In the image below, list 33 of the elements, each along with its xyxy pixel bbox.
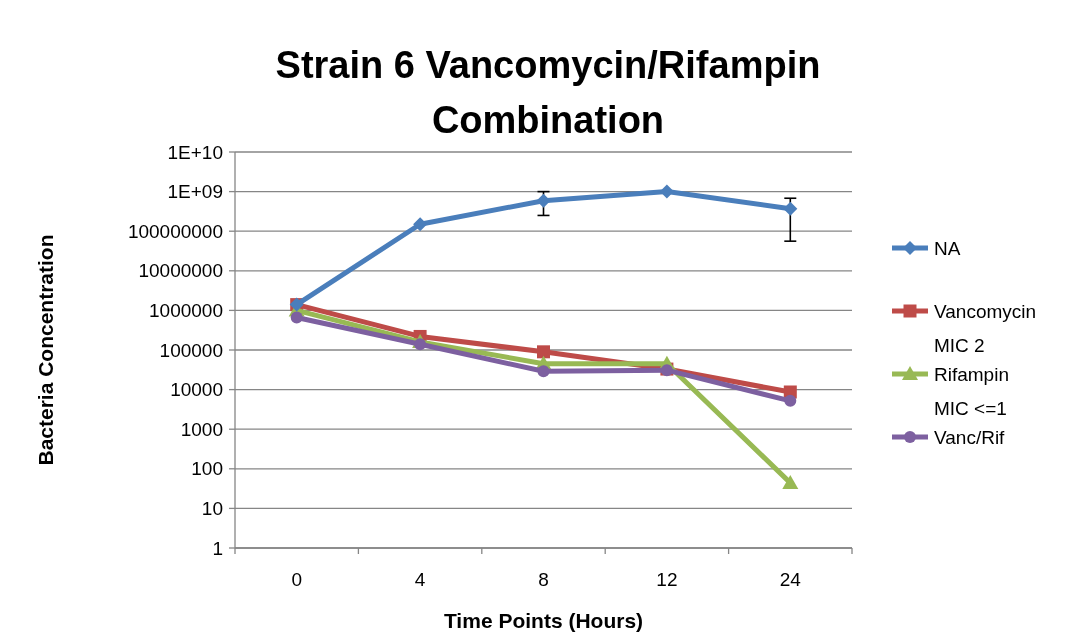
legend-label: Vancomycin MIC 2: [934, 300, 1037, 356]
point: [783, 201, 798, 216]
point: [659, 184, 674, 199]
y-axis-title: Bacteria Concentration: [34, 234, 57, 466]
point: [413, 217, 428, 232]
point: [784, 394, 797, 407]
legend-label: Vanc/Rif: [934, 426, 1006, 448]
y-tick-label: 1: [212, 537, 223, 559]
x-tick-label: 4: [414, 569, 426, 590]
point: [537, 365, 550, 378]
y-tick-label: 100: [191, 458, 223, 480]
x-tick-label: 0: [291, 569, 302, 590]
y-tick-label: 1000: [180, 418, 223, 440]
chart-title: Strain 6 Vancomycin/Rifampin Combination: [275, 44, 821, 141]
y-tick-label: 10000: [170, 379, 223, 401]
y-tick-label: 10: [201, 498, 223, 520]
point: [782, 474, 799, 489]
point: [290, 311, 303, 324]
y-tick-label: 100000000: [127, 220, 223, 242]
y-tick-label: 10000000: [138, 260, 223, 282]
x-axis-title: Time Points (Hours): [443, 609, 644, 632]
y-tick-label: 1E+09: [167, 181, 223, 203]
y-tick-label: 100000: [159, 339, 223, 361]
y-tick-label: 1000000: [149, 300, 223, 322]
y-tick-label: 1E+10: [167, 141, 223, 163]
x-tick-label: 8: [538, 569, 549, 590]
x-tick-label: 24: [779, 569, 802, 590]
legend-label: NA: [934, 237, 961, 259]
point: [414, 338, 427, 351]
x-tick-label: 12: [656, 569, 678, 590]
point: [536, 193, 551, 208]
legend-label: Rifampin MIC <=1: [934, 363, 1009, 419]
point: [537, 345, 550, 359]
